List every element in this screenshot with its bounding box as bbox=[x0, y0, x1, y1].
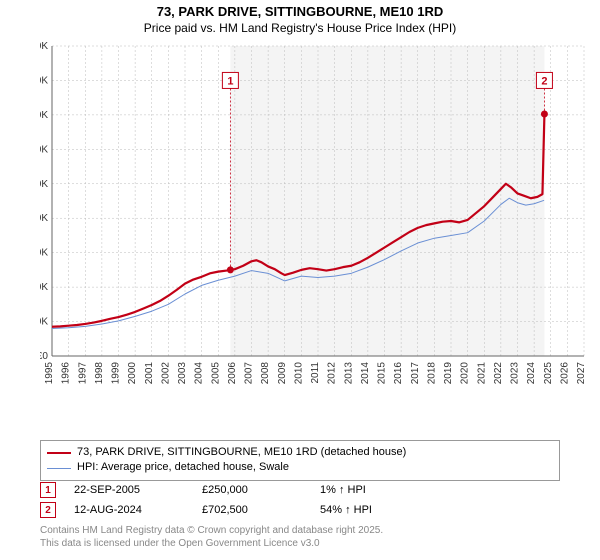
svg-text:2016: 2016 bbox=[393, 362, 404, 385]
legend-label: HPI: Average price, detached house, Swal… bbox=[77, 460, 289, 475]
sale-price: £250,000 bbox=[202, 484, 302, 496]
svg-text:2005: 2005 bbox=[210, 362, 221, 385]
legend-swatch bbox=[47, 452, 71, 454]
sale-delta: 54% ↑ HPI bbox=[320, 504, 420, 516]
sale-marker-box: 2 bbox=[40, 502, 56, 518]
svg-text:2006: 2006 bbox=[227, 362, 238, 385]
svg-text:£200K: £200K bbox=[40, 282, 48, 293]
svg-text:2020: 2020 bbox=[460, 362, 471, 385]
sale-date: 12-AUG-2024 bbox=[74, 504, 184, 516]
svg-text:2015: 2015 bbox=[377, 362, 388, 385]
svg-text:2004: 2004 bbox=[194, 362, 205, 385]
svg-text:2010: 2010 bbox=[293, 362, 304, 385]
svg-text:1997: 1997 bbox=[77, 362, 88, 385]
sale-price: £702,500 bbox=[202, 504, 302, 516]
title-line-2: Price paid vs. HM Land Registry's House … bbox=[0, 21, 600, 37]
svg-text:£300K: £300K bbox=[40, 248, 48, 259]
svg-text:2018: 2018 bbox=[426, 362, 437, 385]
svg-text:2017: 2017 bbox=[410, 362, 421, 385]
footer: Contains HM Land Registry data © Crown c… bbox=[40, 524, 383, 550]
svg-text:2007: 2007 bbox=[244, 362, 255, 385]
price-chart: £0 £100K £200K £300K £400K £500K £600K £700K £80… bbox=[40, 42, 588, 392]
svg-text:2001: 2001 bbox=[144, 362, 155, 385]
legend-row: 73, PARK DRIVE, SITTINGBOURNE, ME10 1RD … bbox=[47, 445, 553, 460]
svg-text:1999: 1999 bbox=[111, 362, 122, 385]
svg-text:£100K: £100K bbox=[40, 317, 48, 328]
svg-text:2024: 2024 bbox=[526, 362, 537, 385]
svg-text:2012: 2012 bbox=[327, 362, 338, 385]
svg-text:2027: 2027 bbox=[576, 362, 587, 385]
sale-row: 2 12-AUG-2024 £702,500 54% ↑ HPI bbox=[40, 502, 560, 518]
svg-text:2: 2 bbox=[541, 75, 547, 87]
title-line-1: 73, PARK DRIVE, SITTINGBOURNE, ME10 1RD bbox=[0, 4, 600, 21]
svg-text:2022: 2022 bbox=[493, 362, 504, 385]
svg-text:£600K: £600K bbox=[40, 144, 48, 155]
svg-text:£800K: £800K bbox=[40, 75, 48, 86]
svg-text:2002: 2002 bbox=[160, 362, 171, 385]
svg-text:2019: 2019 bbox=[443, 362, 454, 385]
legend-row: HPI: Average price, detached house, Swal… bbox=[47, 460, 553, 475]
legend: 73, PARK DRIVE, SITTINGBOURNE, ME10 1RD … bbox=[40, 440, 560, 481]
svg-text:2003: 2003 bbox=[177, 362, 188, 385]
svg-text:£900K: £900K bbox=[40, 42, 48, 52]
svg-text:£500K: £500K bbox=[40, 179, 48, 190]
svg-text:£400K: £400K bbox=[40, 213, 48, 224]
legend-label: 73, PARK DRIVE, SITTINGBOURNE, ME10 1RD … bbox=[77, 445, 406, 460]
svg-text:2025: 2025 bbox=[543, 362, 554, 385]
sale-row: 1 22-SEP-2005 £250,000 1% ↑ HPI bbox=[40, 482, 560, 498]
svg-text:2021: 2021 bbox=[476, 362, 487, 385]
svg-text:1995: 1995 bbox=[44, 362, 55, 385]
svg-text:£700K: £700K bbox=[40, 110, 48, 121]
svg-text:2011: 2011 bbox=[310, 362, 321, 384]
svg-text:1: 1 bbox=[227, 75, 233, 87]
svg-text:£0: £0 bbox=[40, 351, 48, 362]
svg-text:1998: 1998 bbox=[94, 362, 105, 385]
svg-text:2026: 2026 bbox=[559, 362, 570, 385]
footer-line-2: This data is licensed under the Open Gov… bbox=[40, 537, 383, 550]
title-block: 73, PARK DRIVE, SITTINGBOURNE, ME10 1RD … bbox=[0, 0, 600, 36]
svg-text:2013: 2013 bbox=[343, 362, 354, 385]
chart-container: 73, PARK DRIVE, SITTINGBOURNE, ME10 1RD … bbox=[0, 0, 600, 560]
svg-text:1996: 1996 bbox=[61, 362, 72, 385]
sale-table: 1 22-SEP-2005 £250,000 1% ↑ HPI 2 12-AUG… bbox=[40, 482, 560, 522]
svg-text:2014: 2014 bbox=[360, 362, 371, 385]
sale-marker-box: 1 bbox=[40, 482, 56, 498]
footer-line-1: Contains HM Land Registry data © Crown c… bbox=[40, 524, 383, 537]
sale-date: 22-SEP-2005 bbox=[74, 484, 184, 496]
sale-delta: 1% ↑ HPI bbox=[320, 484, 420, 496]
svg-text:2000: 2000 bbox=[127, 362, 138, 385]
svg-text:2009: 2009 bbox=[277, 362, 288, 385]
svg-text:2023: 2023 bbox=[510, 362, 521, 385]
legend-swatch bbox=[47, 468, 71, 469]
svg-text:2008: 2008 bbox=[260, 362, 271, 385]
